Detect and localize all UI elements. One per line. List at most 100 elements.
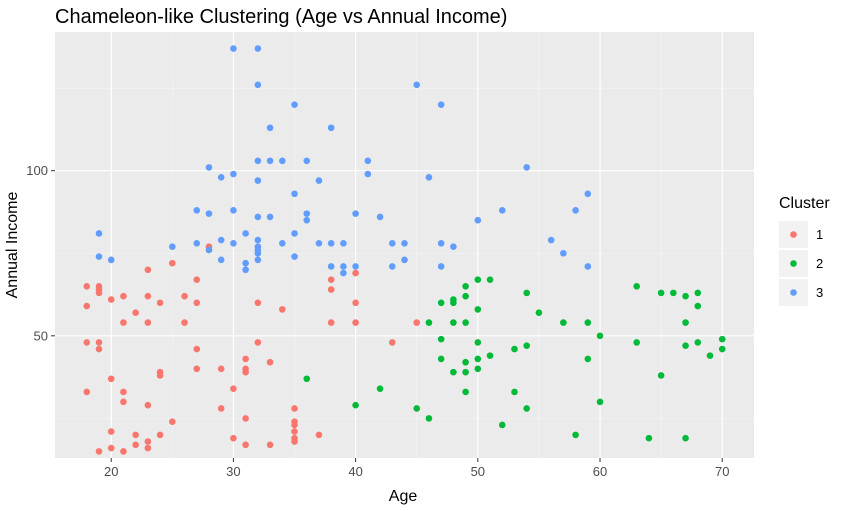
data-point (95, 253, 103, 260)
data-point (388, 240, 396, 247)
data-point (498, 207, 506, 214)
data-point (193, 207, 201, 214)
data-point (364, 170, 372, 178)
data-point (474, 339, 482, 346)
data-point (193, 240, 201, 247)
data-point (523, 342, 531, 350)
data-point (144, 319, 152, 326)
data-point (572, 207, 579, 214)
data-point (120, 388, 127, 396)
data-point (230, 240, 237, 247)
data-point (303, 375, 311, 383)
data-point (278, 157, 286, 165)
data-point (413, 81, 421, 89)
data-point (498, 421, 506, 429)
y-axis: 50 100 (26, 163, 55, 343)
data-point (340, 263, 347, 270)
data-point (278, 306, 286, 313)
data-point (352, 269, 359, 277)
data-point (462, 358, 469, 366)
data-point (95, 286, 103, 293)
data-point (83, 339, 91, 346)
data-point (718, 335, 726, 343)
data-point (120, 292, 127, 300)
data-point (682, 342, 689, 350)
data-point (254, 45, 262, 52)
data-point (278, 240, 286, 247)
data-point (450, 243, 457, 250)
data-point (486, 276, 494, 283)
data-point (217, 405, 225, 412)
data-point (437, 101, 445, 108)
data-point (291, 438, 298, 445)
data-point (450, 319, 457, 326)
data-point (694, 302, 702, 310)
data-point (144, 401, 152, 409)
data-point (169, 418, 176, 425)
data-point (266, 124, 274, 132)
data-point (95, 448, 103, 455)
data-point (596, 398, 604, 406)
data-point (83, 282, 91, 290)
data-point (462, 388, 469, 396)
data-point (340, 269, 347, 277)
data-point (254, 339, 262, 346)
data-point (254, 249, 262, 257)
data-point (266, 441, 274, 449)
data-point (511, 345, 518, 353)
data-point (560, 249, 567, 257)
x-axis-title: Age (389, 488, 418, 505)
legend-marker (790, 231, 797, 238)
x-tick-label: 40 (348, 464, 362, 479)
data-point (327, 319, 335, 326)
data-point (230, 434, 237, 442)
data-point (315, 177, 323, 184)
data-point (584, 190, 592, 198)
data-point (535, 309, 543, 316)
data-point (437, 335, 445, 343)
data-point (254, 236, 262, 244)
data-point (107, 444, 115, 452)
data-point (388, 263, 396, 270)
data-point (107, 375, 115, 383)
data-point (132, 431, 139, 439)
data-point (376, 213, 384, 221)
data-point (230, 207, 237, 214)
data-point (291, 190, 298, 198)
data-point (450, 299, 457, 307)
data-point (230, 45, 237, 52)
data-point (645, 434, 653, 442)
data-point (291, 428, 298, 435)
data-point (474, 276, 482, 283)
data-point (401, 256, 408, 264)
data-point (144, 266, 152, 274)
data-point (584, 263, 592, 270)
data-point (242, 230, 249, 237)
data-point (217, 236, 225, 244)
chart-title: Chameleon-like Clustering (Age vs Annual… (55, 6, 507, 28)
data-point (670, 289, 677, 297)
series-2 (303, 276, 726, 442)
data-point (291, 405, 298, 412)
data-point (156, 372, 164, 379)
data-point (193, 345, 201, 353)
data-point (120, 398, 127, 406)
data-point (352, 319, 359, 326)
data-point (242, 441, 249, 449)
data-point (425, 174, 433, 181)
data-point (303, 157, 311, 165)
legend-marker (790, 260, 797, 267)
data-point (217, 174, 225, 181)
data-point (327, 276, 335, 283)
data-point (547, 236, 555, 244)
data-point (511, 388, 518, 396)
x-tick-label: 70 (715, 464, 729, 479)
data-point (327, 124, 335, 132)
data-point (254, 81, 262, 89)
data-point (120, 448, 127, 455)
data-point (242, 415, 249, 422)
data-point (352, 299, 359, 307)
data-points (83, 45, 726, 455)
data-point (144, 438, 152, 445)
